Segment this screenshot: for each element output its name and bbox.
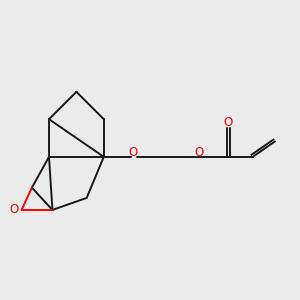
Text: O: O	[10, 203, 19, 216]
Text: O: O	[129, 146, 138, 159]
Text: O: O	[194, 146, 203, 159]
Text: O: O	[224, 116, 233, 130]
